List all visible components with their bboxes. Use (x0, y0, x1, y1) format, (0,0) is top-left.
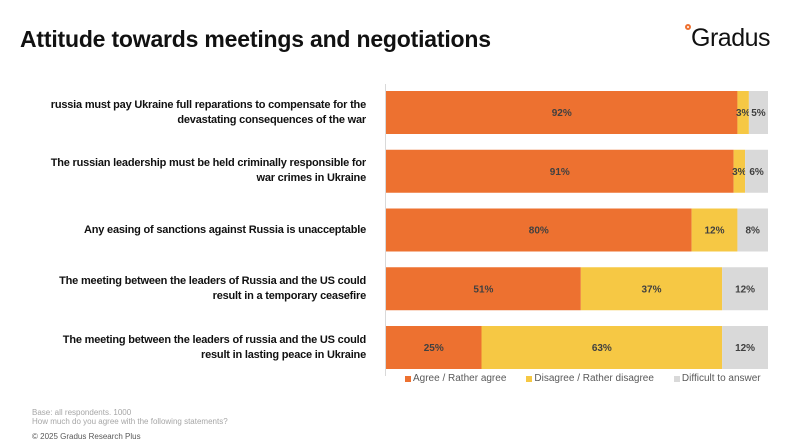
bar-segment-agree (386, 208, 692, 252)
bar-segment-disagree (737, 91, 749, 134)
category-label-line: russia must pay Ukraine full reparations… (50, 98, 366, 111)
legend-item: Agree / Rather agree (405, 373, 506, 384)
bar-segment-difficult (737, 208, 768, 252)
legend-label: Agree / Rather agree (413, 373, 507, 384)
stacked-bar-chart: 92% 3% 5%91% 3% 6%80% 12% 8%51% 37% 12%25% 63% 12% (386, 91, 768, 369)
data-label: 6% (749, 167, 764, 178)
bar-segment-disagree (733, 149, 746, 193)
data-label: 80% (529, 226, 549, 237)
bar-segment-disagree (580, 267, 723, 311)
data-label: 91% (550, 167, 570, 178)
legend-swatch-icon (405, 375, 411, 382)
bar-segment-agree (386, 149, 734, 193)
category-label: The russian leadership must be held crim… (8, 156, 366, 186)
data-label: 25% (424, 343, 444, 354)
footnote-question: How much do you agree with the following… (32, 417, 228, 426)
bar-segment-difficult (748, 91, 768, 134)
category-label-line: The meeting between the leaders of russi… (62, 333, 366, 346)
copyright: © 2025 Gradus Research Plus (32, 432, 141, 441)
data-label: 12% (705, 226, 725, 237)
data-label: 3% (732, 167, 747, 178)
category-label-line: war crimes in Ukraine (256, 172, 366, 185)
bar-segment-disagree (691, 208, 738, 252)
bar-segment-difficult (722, 326, 768, 369)
data-label: 51% (473, 284, 493, 295)
category-label-line: devastating consequences of the war (177, 113, 366, 126)
category-label: The meeting between the leaders of russi… (8, 333, 366, 363)
legend-label: Disagree / Rather disagree (534, 373, 654, 384)
data-label: 92% (552, 108, 572, 119)
legend-label: Difficult to answer (681, 373, 761, 384)
legend-item: Difficult to answer (673, 373, 761, 384)
category-label-line: Any easing of sanctions against Russia i… (83, 223, 366, 236)
legend-item: Disagree / Rather disagree (526, 373, 654, 384)
data-label: 12% (735, 343, 755, 354)
category-label: russia must pay Ukraine full reparations… (8, 98, 366, 128)
page-title: Attitude towards meetings and negotiatio… (20, 26, 491, 52)
data-label: 8% (745, 226, 760, 237)
bar-segment-difficult (745, 149, 768, 193)
gradus-logo: Gradus (685, 24, 770, 52)
data-label: 63% (592, 343, 612, 354)
footnote-base: Base: all respondents. 1000 (32, 408, 132, 417)
logo-text: Gradus (691, 24, 770, 52)
category-label-line: The russian leadership must be held crim… (50, 157, 366, 170)
category-axis-line (385, 84, 386, 376)
category-label: Any easing of sanctions against Russia i… (8, 223, 366, 238)
category-label-line: The meeting between the leaders of Russi… (59, 274, 366, 287)
category-labels: russia must pay Ukraine full reparations… (0, 0, 380, 361)
data-label: 5% (751, 108, 766, 119)
chart-legend: Agree / Rather agree Disagree / Rather di… (405, 373, 775, 384)
legend-swatch-icon (673, 375, 680, 382)
bar-segment-disagree (481, 326, 723, 369)
bar-segment-agree (386, 326, 482, 369)
category-label-line: result in lasting peace in Ukraine (201, 348, 366, 361)
category-label-line: result in a temporary ceasefire (212, 289, 367, 302)
bar-segment-agree (386, 91, 738, 134)
category-label: The meeting between the leaders of Russi… (8, 274, 366, 304)
bar-segment-difficult (722, 267, 768, 311)
data-label: 3% (736, 108, 751, 119)
logo-dot-icon (685, 24, 692, 30)
legend-swatch-icon (526, 375, 533, 382)
bar-segment-agree (386, 267, 581, 311)
data-label: 37% (641, 284, 661, 295)
data-label: 12% (735, 284, 755, 295)
